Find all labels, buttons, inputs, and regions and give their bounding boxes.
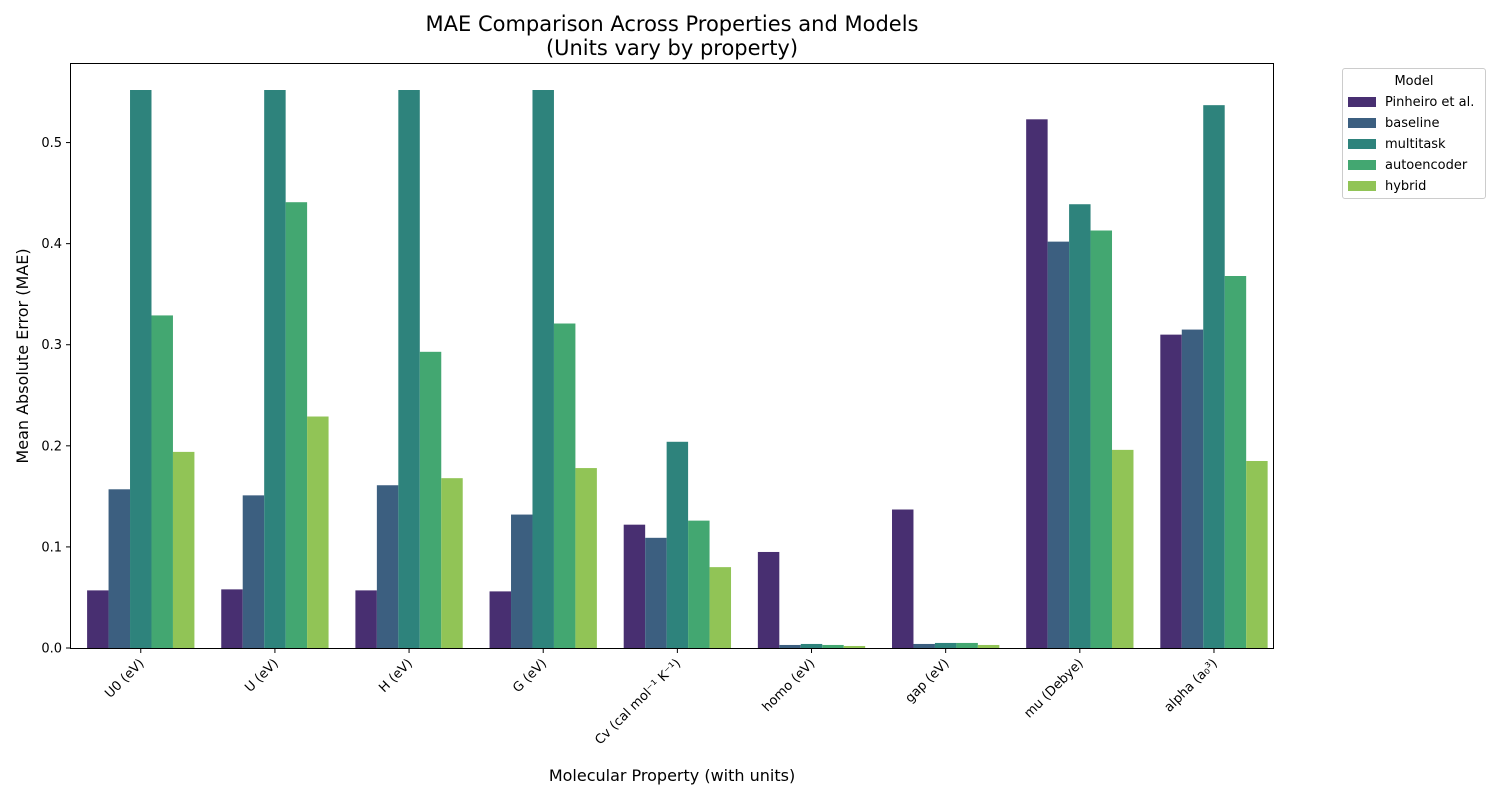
legend-item: Pinheiro et al.	[1348, 93, 1474, 111]
bar-hybrid	[307, 416, 329, 648]
bar-baseline	[376, 485, 399, 648]
bar-multitask	[800, 643, 823, 648]
bar-hybrid	[441, 478, 463, 648]
bar-autoencoder	[553, 323, 576, 648]
x-tick-label: U0 (eV)	[102, 656, 147, 701]
bar-hybrid	[709, 567, 732, 648]
legend-label: hybrid	[1385, 178, 1427, 194]
y-tick-label: 0.5	[41, 136, 62, 151]
legend-label: baseline	[1385, 115, 1440, 131]
bar-pinheiro-et-al-	[355, 590, 377, 648]
bar-hybrid	[172, 451, 195, 648]
bar-autoencoder	[285, 202, 308, 648]
x-tick-label: homo (eV)	[760, 656, 819, 715]
bar-multitask	[1203, 105, 1225, 649]
bar-autoencoder	[419, 351, 442, 648]
x-tick-label: gap (eV)	[903, 656, 953, 706]
bar-baseline	[645, 537, 667, 648]
chart-subtitle: (Units vary by property)	[546, 36, 798, 60]
bar-autoencoder	[822, 644, 844, 648]
legend-title: Model	[1394, 74, 1434, 89]
bar-multitask	[666, 441, 689, 648]
x-axis: U0 (eV) U (eV) H (eV) G (eV) Cv (cal mol⁻¹ K…	[102, 648, 1221, 748]
legend-swatch	[1348, 160, 1376, 170]
bar-baseline	[779, 644, 801, 648]
legend-item: baseline	[1348, 114, 1439, 132]
legend-label: multitask	[1385, 136, 1446, 152]
bar-baseline	[242, 495, 265, 648]
bar-pinheiro-et-al-	[221, 589, 243, 648]
y-tick-label: 0.0	[41, 642, 62, 657]
y-axis: 0.0 0.1 0.2 0.3 0.4 0.5	[41, 136, 71, 657]
bar-multitask	[264, 90, 286, 648]
legend-swatch	[1348, 139, 1376, 149]
bar-hybrid	[575, 468, 597, 648]
bar-baseline	[511, 514, 533, 648]
legend-swatch	[1348, 118, 1376, 128]
bar-pinheiro-et-al-	[1160, 334, 1182, 648]
bar-baseline	[1181, 329, 1204, 648]
legend-label: Pinheiro et al.	[1385, 94, 1475, 110]
x-tick-label: U (eV)	[242, 656, 281, 695]
y-tick-label: 0.1	[41, 540, 62, 555]
x-tick-label: H (eV)	[376, 656, 416, 696]
y-tick-label: 0.3	[41, 338, 62, 353]
bar-hybrid	[977, 644, 1000, 648]
bar-pinheiro-et-al-	[87, 590, 109, 648]
legend-swatch	[1348, 181, 1376, 191]
bars-group	[87, 90, 1268, 649]
bar-pinheiro-et-al-	[623, 524, 646, 648]
bar-autoencoder	[1224, 276, 1247, 648]
bar-multitask	[130, 90, 152, 648]
legend-item: autoencoder	[1348, 156, 1467, 174]
bar-multitask	[398, 90, 420, 648]
legend-label: autoencoder	[1385, 157, 1468, 173]
y-tick-label: 0.2	[41, 439, 62, 454]
bar-baseline	[108, 489, 131, 648]
bar-multitask	[1069, 204, 1091, 648]
bar-multitask	[532, 90, 554, 648]
legend-swatch	[1348, 97, 1376, 107]
x-tick-label: G (eV)	[510, 656, 550, 696]
bar-baseline	[1047, 241, 1070, 648]
x-tick-label: mu (Debye)	[1021, 656, 1086, 721]
bar-autoencoder	[1090, 230, 1113, 648]
bar-multitask	[934, 642, 957, 648]
legend: Model Pinheiro et al. baseline multitask au…	[1342, 68, 1486, 199]
bar-baseline	[913, 643, 935, 648]
x-tick-label: Cv (cal mol⁻¹ K⁻¹)	[592, 656, 684, 748]
legend-item: hybrid	[1348, 177, 1426, 195]
bar-hybrid	[1246, 460, 1268, 648]
y-tick-label: 0.4	[41, 237, 62, 252]
bar-pinheiro-et-al-	[1026, 119, 1048, 649]
bar-pinheiro-et-al-	[489, 591, 512, 648]
bar-hybrid	[1112, 449, 1134, 648]
x-tick-label: alpha (a₀³)	[1162, 656, 1221, 715]
bar-autoencoder	[956, 642, 978, 648]
y-axis-label: Mean Absolute Error (MAE)	[13, 248, 32, 463]
bar-pinheiro-et-al-	[757, 551, 780, 648]
chart-title: MAE Comparison Across Properties and Mod…	[426, 12, 919, 36]
bar-pinheiro-et-al-	[892, 509, 914, 648]
bar-hybrid	[843, 645, 866, 648]
x-axis-label: Molecular Property (with units)	[549, 766, 795, 785]
legend-item: multitask	[1348, 135, 1446, 153]
bar-autoencoder	[151, 315, 173, 648]
plot-frame	[70, 63, 1274, 649]
bar-autoencoder	[688, 520, 710, 648]
